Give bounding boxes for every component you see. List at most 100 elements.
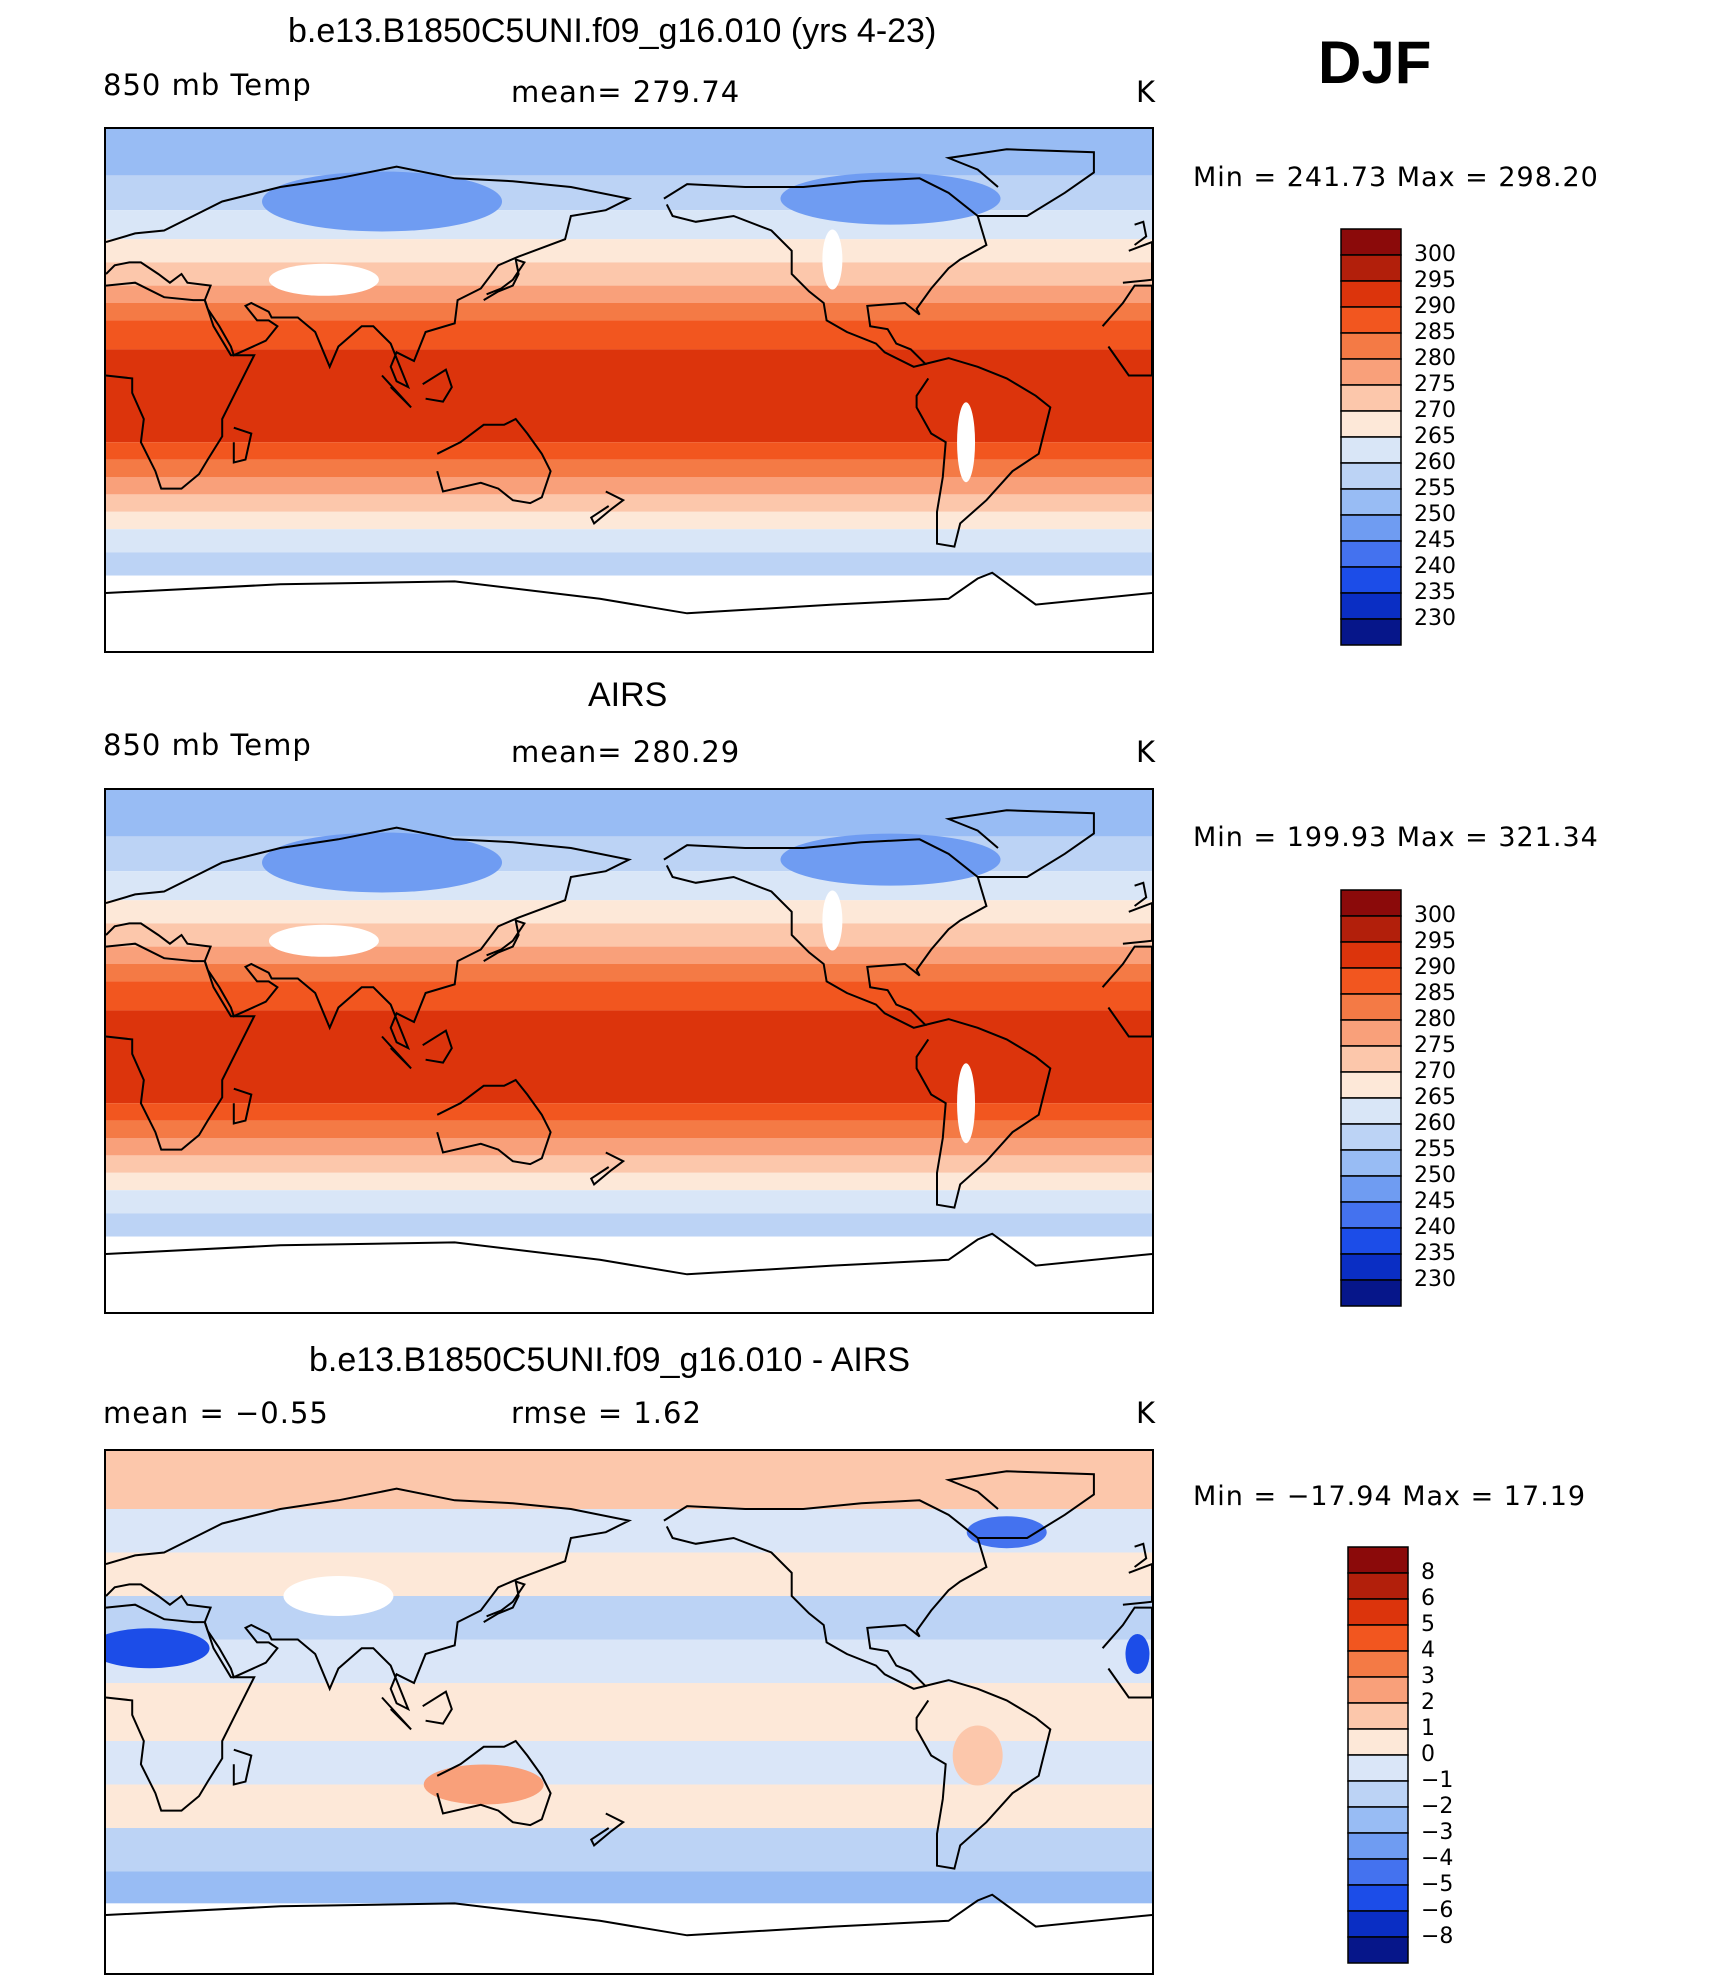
colorbar-tick-label: −8: [1421, 1924, 1454, 1949]
colorbar-swatch: [1340, 514, 1402, 542]
colorbar-swatch: [1340, 1045, 1402, 1073]
colorbar-swatch: [1347, 1858, 1409, 1886]
panel1-title: b.e13.B1850C5UNI.f09_g16.010 (yrs 4-23): [288, 12, 937, 50]
panel1-units-label: K: [1136, 75, 1157, 109]
panel3-title: b.e13.B1850C5UNI.f09_g16.010 - AIRS: [309, 1341, 911, 1379]
colorbar-tick-label: 265: [1414, 424, 1456, 449]
season-label: DJF: [1318, 29, 1432, 96]
panel3-map: [104, 1449, 1154, 1975]
colorbar-swatch: [1340, 967, 1402, 995]
colorbar-tick-label: −3: [1421, 1820, 1454, 1845]
colorbar-swatch: [1347, 1728, 1409, 1756]
colorbar-tick-label: 260: [1414, 1111, 1456, 1136]
colorbar-swatch: [1347, 1546, 1409, 1574]
colorbar-swatch: [1347, 1884, 1409, 1912]
colorbar-tick-label: 275: [1414, 372, 1456, 397]
panel2-map: [104, 788, 1154, 1314]
colorbar-tick-label: 280: [1414, 1007, 1456, 1032]
colorbar-swatch: [1340, 280, 1402, 308]
panel2-title: AIRS: [588, 676, 668, 714]
colorbar-swatch: [1340, 1019, 1402, 1047]
colorbar-swatch: [1340, 889, 1402, 917]
colorbar-swatch: [1340, 306, 1402, 334]
colorbar-swatch: [1340, 1201, 1402, 1229]
colorbar-swatch: [1340, 462, 1402, 490]
colorbar-tick-label: −1: [1421, 1768, 1454, 1793]
colorbar-swatch: [1347, 1702, 1409, 1730]
colorbar-tick-label: 295: [1414, 268, 1456, 293]
colorbar-tick-label: 290: [1414, 955, 1456, 980]
colorbar-tick-label: 1: [1421, 1716, 1435, 1741]
colorbar-swatch: [1340, 436, 1402, 464]
colorbar-swatch: [1347, 1910, 1409, 1938]
colorbar-tick-label: 230: [1414, 1267, 1456, 1292]
colorbar-swatch: [1340, 592, 1402, 620]
colorbar-tick-label: 260: [1414, 450, 1456, 475]
colorbar-tick-label: 280: [1414, 346, 1456, 371]
colorbar-tick-label: 270: [1414, 398, 1456, 423]
colorbar-swatch: [1347, 1936, 1409, 1964]
colorbar-swatch: [1340, 358, 1402, 386]
colorbar-swatch: [1347, 1832, 1409, 1860]
colorbar-tick-label: 240: [1414, 554, 1456, 579]
colorbar-tick-label: −2: [1421, 1794, 1454, 1819]
colorbar-swatch: [1340, 410, 1402, 438]
panel2-variable-label: 850 mb Temp: [103, 728, 312, 762]
colorbar-tick-label: 300: [1414, 903, 1456, 928]
colorbar-swatch: [1340, 1149, 1402, 1177]
colorbar-tick-label: 275: [1414, 1033, 1456, 1058]
colorbar-tick-label: 6: [1421, 1586, 1435, 1611]
panel2-mean-label: mean= 280.29: [511, 735, 741, 769]
panel2-units-label: K: [1136, 735, 1157, 769]
colorbar-swatch: [1340, 941, 1402, 969]
colorbar-tick-label: 265: [1414, 1085, 1456, 1110]
colorbar-swatch: [1347, 1598, 1409, 1626]
colorbar-swatch: [1347, 1806, 1409, 1834]
panel1-minmax: Min = 241.73 Max = 298.20: [1193, 162, 1599, 193]
colorbar-tick-label: 285: [1414, 981, 1456, 1006]
colorbar-swatch: [1340, 1227, 1402, 1255]
colorbar-swatch: [1340, 488, 1402, 516]
colorbar-swatch: [1340, 993, 1402, 1021]
colorbar-swatch: [1340, 540, 1402, 568]
colorbar-tick-label: 4: [1421, 1638, 1435, 1663]
colorbar-swatch: [1347, 1650, 1409, 1678]
colorbar-swatch: [1340, 1175, 1402, 1203]
colorbar-tick-label: 235: [1414, 1241, 1456, 1266]
colorbar-tick-label: 0: [1421, 1742, 1435, 1767]
colorbar-tick-label: 235: [1414, 580, 1456, 605]
colorbar-tick-label: 255: [1414, 476, 1456, 501]
colorbar-swatch: [1340, 254, 1402, 282]
colorbar-tick-label: 285: [1414, 320, 1456, 345]
colorbar-tick-label: 3: [1421, 1664, 1435, 1689]
panel2-minmax: Min = 199.93 Max = 321.34: [1193, 822, 1599, 853]
colorbar-tick-label: 270: [1414, 1059, 1456, 1084]
panel1-variable-label: 850 mb Temp: [103, 68, 312, 102]
colorbar-tick-label: 240: [1414, 1215, 1456, 1240]
colorbar-swatch: [1340, 1253, 1402, 1281]
colorbar-swatch: [1340, 915, 1402, 943]
colorbar-swatch: [1340, 1097, 1402, 1125]
colorbar-tick-label: 290: [1414, 294, 1456, 319]
colorbar-swatch: [1340, 566, 1402, 594]
colorbar-swatch: [1340, 1279, 1402, 1307]
colorbar-swatch: [1340, 332, 1402, 360]
colorbar-tick-label: 295: [1414, 929, 1456, 954]
colorbar-swatch: [1347, 1754, 1409, 1782]
colorbar-swatch: [1340, 618, 1402, 646]
colorbar-swatch: [1347, 1572, 1409, 1600]
colorbar-tick-label: −5: [1421, 1872, 1454, 1897]
colorbar-tick-label: −6: [1421, 1898, 1454, 1923]
colorbar-tick-label: −4: [1421, 1846, 1454, 1871]
colorbar-swatch: [1340, 384, 1402, 412]
panel1-map: [104, 127, 1154, 653]
colorbar-swatch: [1347, 1780, 1409, 1808]
colorbar-tick-label: 255: [1414, 1137, 1456, 1162]
colorbar-tick-label: 245: [1414, 1189, 1456, 1214]
colorbar-tick-label: 5: [1421, 1612, 1435, 1637]
panel3-mean-label: mean = −0.55: [103, 1396, 329, 1430]
colorbar-tick-label: 250: [1414, 1163, 1456, 1188]
colorbar-tick-label: 8: [1421, 1560, 1435, 1585]
colorbar-tick-label: 230: [1414, 606, 1456, 631]
colorbar-swatch: [1340, 1071, 1402, 1099]
